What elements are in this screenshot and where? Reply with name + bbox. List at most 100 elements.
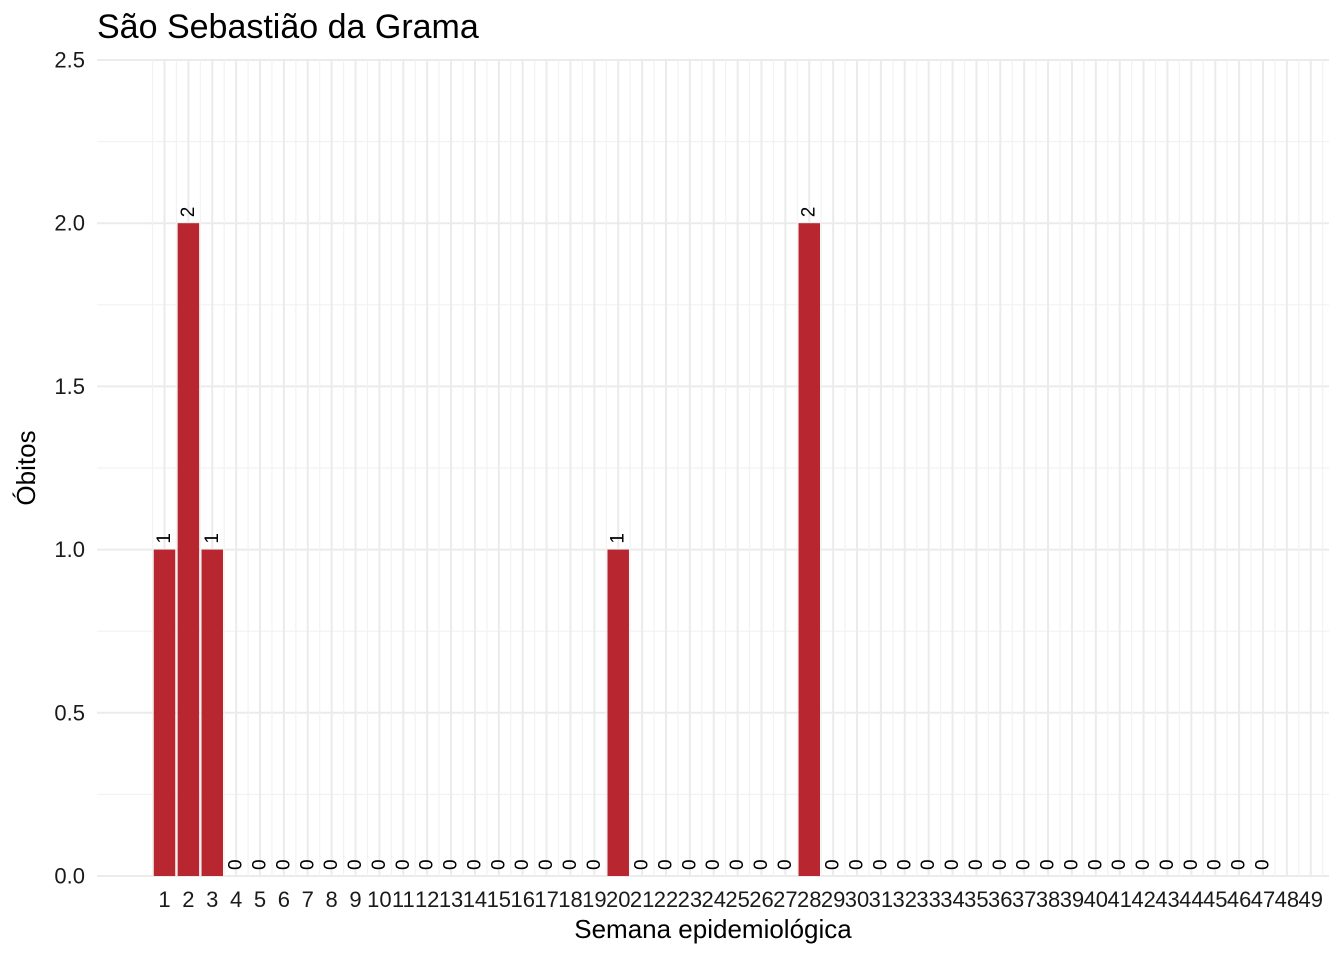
bar-value-label: 0	[321, 859, 342, 870]
y-axis-ticks: 0.0 0.5 1.0 1.5 2.0 2.5	[54, 48, 85, 889]
bar-value-label: 0	[1157, 859, 1178, 870]
bar-value-label: 0	[942, 859, 963, 870]
x-tick-label: 24	[701, 887, 725, 912]
bar	[177, 223, 200, 876]
x-tick-label: 28	[797, 887, 821, 912]
x-tick-label: 11	[392, 887, 415, 912]
bar	[201, 549, 224, 876]
bar-value-label: 0	[297, 859, 318, 870]
x-tick-label: 4	[230, 887, 242, 912]
x-tick-label: 22	[654, 887, 678, 912]
x-tick-label: 20	[606, 887, 630, 912]
bar-value-label: 0	[679, 859, 700, 870]
x-tick-label: 6	[278, 887, 290, 912]
x-tick-label: 8	[326, 887, 338, 912]
x-tick-label: 13	[439, 887, 463, 912]
x-axis-label: Semana epidemiológica	[574, 914, 852, 944]
bar-value-label: 0	[870, 859, 891, 870]
bar-value-label: 0	[775, 859, 796, 870]
bar-value-label: 0	[727, 859, 748, 870]
x-tick-label: 40	[1084, 887, 1108, 912]
x-tick-label: 10	[367, 887, 391, 912]
x-axis-ticks: 1 2 3 4 5 6 7 8 9 10 11 12 13 14 15 16 17 18 19 20 21 22 23 24 2…	[158, 887, 1323, 912]
x-tick-label: 31	[869, 887, 893, 912]
y-tick-label: 1.5	[54, 374, 85, 399]
bar-value-label: 2	[799, 207, 820, 218]
bar-value-label: 0	[847, 859, 868, 870]
y-axis-label: Óbitos	[11, 430, 41, 505]
y-tick-label: 2.0	[54, 211, 85, 236]
x-tick-label: 48	[1275, 887, 1299, 912]
bar-value-label: 2	[178, 207, 199, 218]
bar-value-label: 0	[1205, 859, 1226, 870]
bar-value-label: 0	[1229, 859, 1250, 870]
bar-value-label: 0	[823, 859, 844, 870]
bar	[798, 223, 821, 876]
grid	[97, 59, 1329, 877]
bar-value-label: 0	[1109, 859, 1130, 870]
bar-value-label: 0	[273, 859, 294, 870]
x-tick-label: 1	[158, 887, 170, 912]
bar-value-label: 0	[632, 859, 653, 870]
chart-title: São Sebastião da Grama	[97, 8, 479, 46]
x-tick-label: 43	[1155, 887, 1179, 912]
bar-value-label: 0	[1038, 859, 1059, 870]
bar-value-label: 0	[1133, 859, 1154, 870]
x-tick-label: 38	[1036, 887, 1060, 912]
x-tick-label: 36	[988, 887, 1012, 912]
x-tick-label: 26	[749, 887, 773, 912]
bar-value-label: 0	[369, 859, 390, 870]
x-tick-label: 44	[1179, 887, 1203, 912]
y-tick-label: 2.5	[54, 48, 85, 73]
bar-value-label: 0	[250, 859, 271, 870]
x-tick-label: 27	[773, 887, 797, 912]
x-tick-label: 23	[678, 887, 702, 912]
x-tick-label: 12	[415, 887, 439, 912]
x-tick-label: 46	[1227, 887, 1251, 912]
x-tick-label: 35	[964, 887, 988, 912]
x-tick-label: 7	[302, 887, 314, 912]
bar-value-label: 0	[417, 859, 438, 870]
bar-value-label: 1	[608, 533, 629, 544]
bar	[153, 549, 176, 876]
bar-value-label: 0	[1181, 859, 1202, 870]
bar-value-label: 0	[226, 859, 247, 870]
bar-value-label: 0	[703, 859, 724, 870]
x-tick-label: 17	[534, 887, 558, 912]
bar-value-label: 0	[894, 859, 915, 870]
bar-value-label: 0	[536, 859, 557, 870]
bar-value-label: 0	[584, 859, 605, 870]
bar-value-label: 0	[441, 859, 462, 870]
x-tick-label: 30	[845, 887, 869, 912]
x-tick-label: 41	[1107, 887, 1131, 912]
x-tick-label: 21	[630, 887, 654, 912]
bar-value-label: 0	[393, 859, 414, 870]
bar-value-label: 0	[512, 859, 533, 870]
x-tick-label: 15	[487, 887, 511, 912]
bar-value-label: 0	[990, 859, 1011, 870]
x-tick-label: 32	[893, 887, 917, 912]
x-tick-label: 2	[182, 887, 194, 912]
bar-value-label: 0	[1252, 859, 1273, 870]
bar-value-label: 0	[345, 859, 366, 870]
bar-value-label: 1	[154, 533, 175, 544]
x-tick-label: 33	[916, 887, 940, 912]
x-tick-label: 18	[558, 887, 582, 912]
bar-value-label: 0	[655, 859, 676, 870]
bar-value-label: 0	[488, 859, 509, 870]
x-tick-label: 49	[1298, 887, 1322, 912]
x-tick-label: 25	[725, 887, 749, 912]
x-tick-label: 45	[1203, 887, 1227, 912]
x-tick-label: 37	[1012, 887, 1036, 912]
y-tick-label: 0.5	[54, 700, 85, 725]
x-tick-label: 47	[1251, 887, 1275, 912]
bar-value-label: 0	[464, 859, 485, 870]
bar-value-label: 0	[560, 859, 581, 870]
x-tick-label: 34	[940, 887, 964, 912]
x-tick-label: 9	[349, 887, 361, 912]
x-tick-label: 19	[582, 887, 606, 912]
bar-value-label: 0	[1085, 859, 1106, 870]
bar-value-label: 0	[1061, 859, 1082, 870]
bar-value-label: 0	[1014, 859, 1035, 870]
